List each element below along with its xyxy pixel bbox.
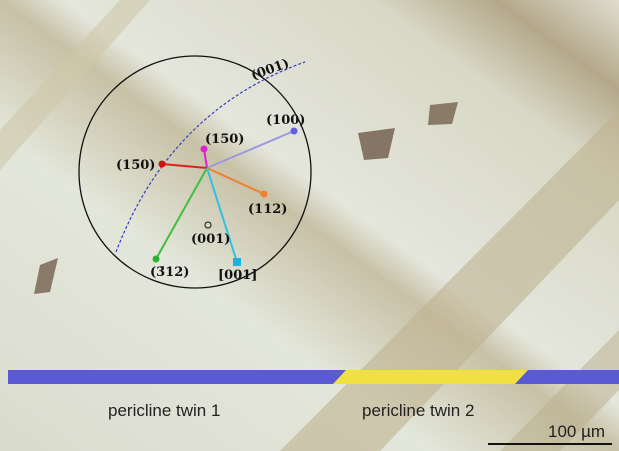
pole-label: (15̄0) [116, 158, 155, 173]
pole-label: (112) [248, 202, 287, 217]
scale-label: 100 µm [548, 422, 605, 441]
pole [159, 161, 166, 168]
pole [291, 128, 298, 135]
twin-label: pericline twin 1 [108, 401, 220, 420]
pole-label: (3̄12) [150, 265, 189, 280]
twin-band [8, 370, 619, 384]
pole-label: (001) [191, 232, 230, 247]
pole [261, 191, 268, 198]
pole-label: (150) [205, 132, 244, 147]
twin-band [333, 370, 528, 384]
micrograph: (001) (100) (150) (15̄0) (112) (001) (3̄… [0, 0, 619, 451]
pole [153, 256, 160, 263]
twin-label: pericline twin 2 [362, 401, 474, 420]
pole [233, 258, 241, 266]
pole-label: (100) [266, 113, 305, 128]
pole-label: [001] [218, 268, 257, 283]
